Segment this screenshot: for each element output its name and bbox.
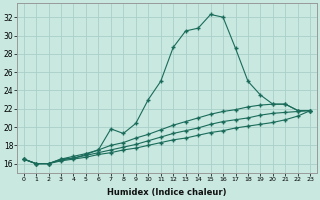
X-axis label: Humidex (Indice chaleur): Humidex (Indice chaleur) bbox=[107, 188, 227, 197]
